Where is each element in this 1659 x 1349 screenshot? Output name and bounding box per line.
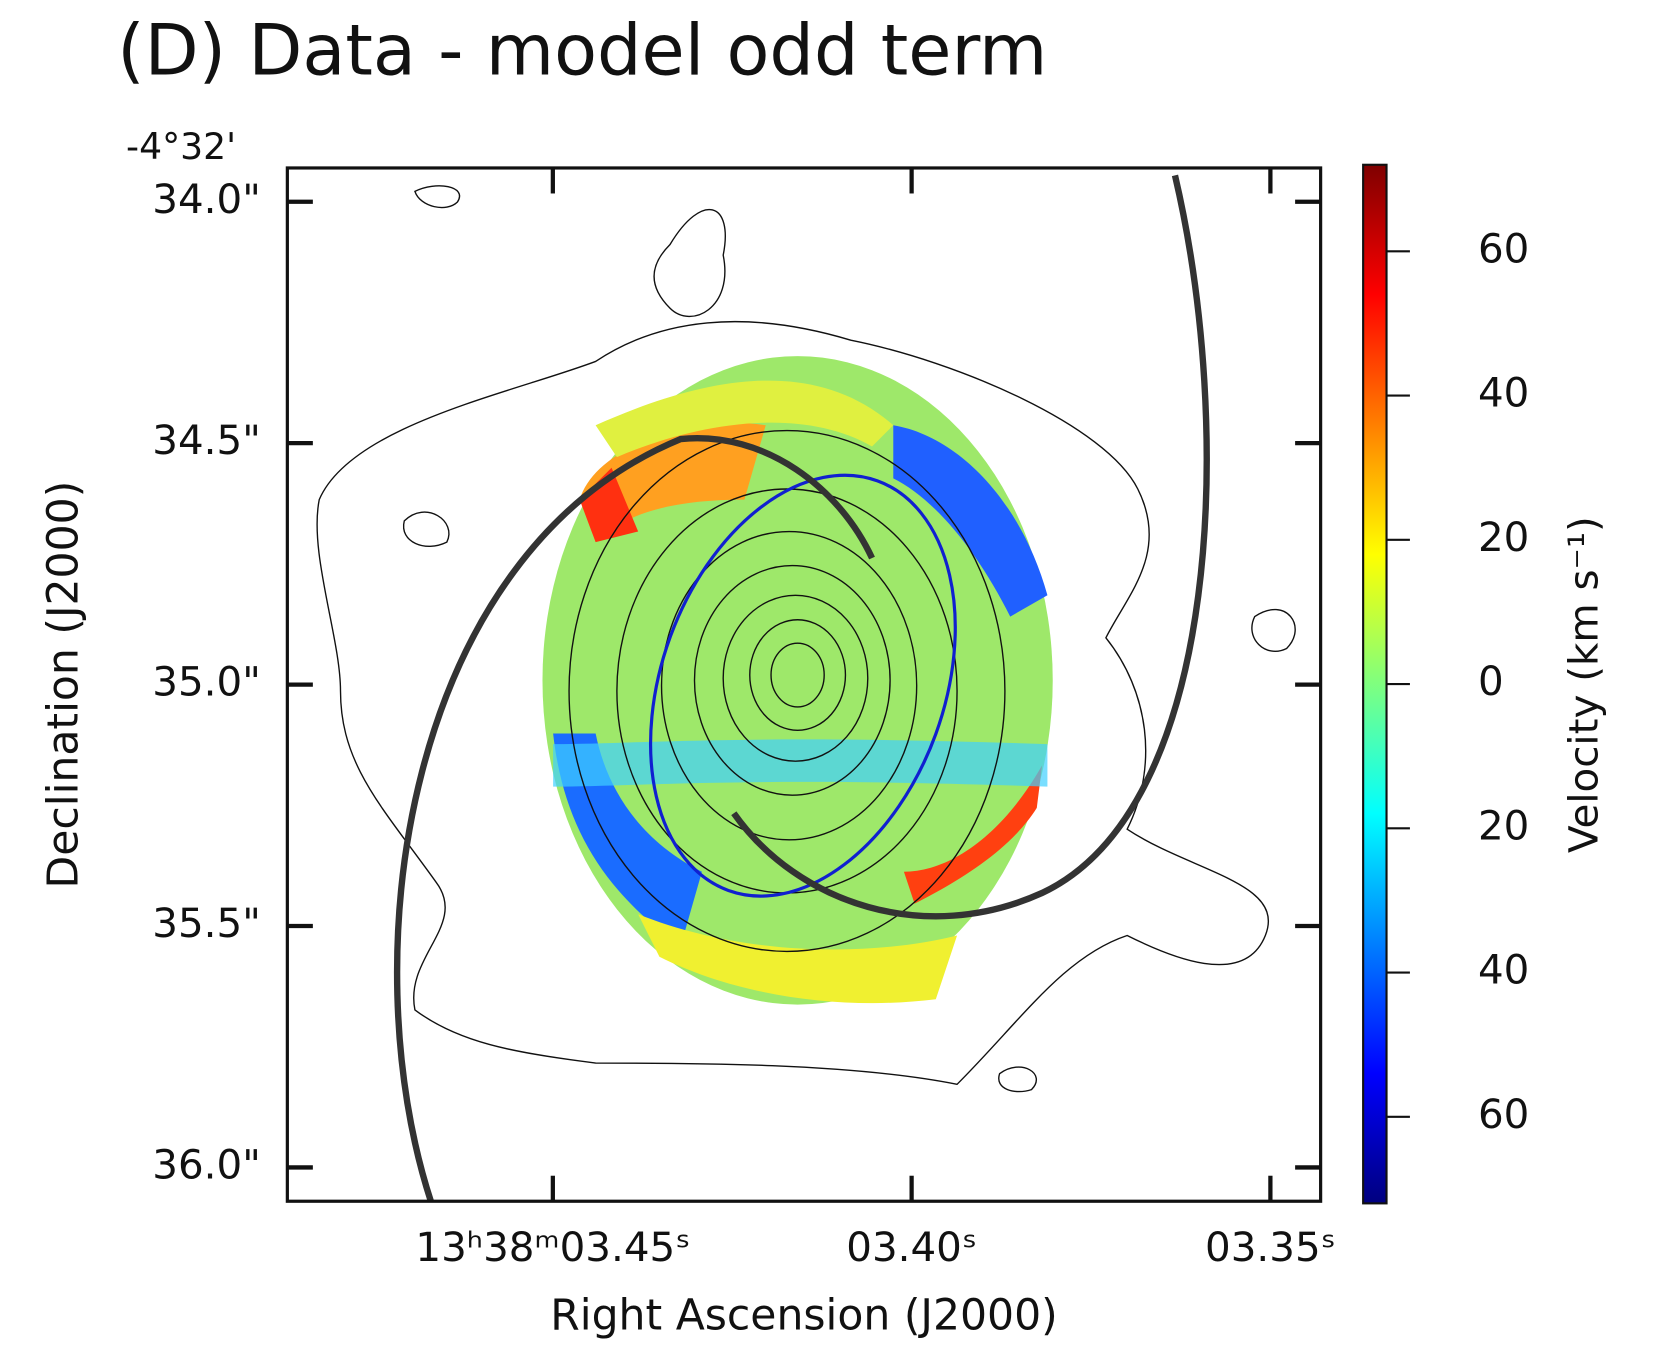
y-offset-label: -4°32' — [126, 125, 236, 168]
x-tick-label: 03.35ˢ — [1205, 1224, 1336, 1271]
x-axis-label: Right Ascension (J2000) — [550, 1292, 1058, 1341]
velocity-patch — [553, 733, 702, 947]
velocity-patch — [638, 914, 958, 1004]
colorbar — [1362, 163, 1388, 1205]
spiral-arm — [731, 174, 1210, 920]
chart-title: (D) Data - model odd term — [117, 9, 1047, 91]
y-tick-label: 35.0" — [152, 659, 260, 706]
y-tick-label: 36.0" — [152, 1141, 260, 1188]
colorbar-tick-label: 60 — [1478, 225, 1529, 272]
y-tick-label: 35.5" — [152, 900, 260, 947]
spiral-arm — [393, 435, 875, 1202]
colorbar-tick-label: 0 — [1478, 658, 1504, 705]
y-tick-label: 34.5" — [152, 417, 260, 464]
ring-ellipse — [648, 473, 957, 898]
colorbar-tick-label: 40 — [1478, 370, 1529, 417]
colorbar-tick-label: 20 — [1478, 514, 1529, 561]
colorbar-tick-label: 20 — [1478, 802, 1529, 849]
colorbar-label: Velocity (km s⁻¹) — [1560, 516, 1607, 853]
y-tick-label: 34.0" — [152, 176, 260, 223]
velocity-patch — [893, 425, 1048, 617]
y-axis-label: Declination (J2000) — [40, 481, 89, 889]
velocity-patch — [903, 765, 1043, 904]
velocity-patch — [553, 739, 1048, 787]
x-tick-label: 03.40ˢ — [846, 1224, 977, 1271]
colorbar-tick-label: 40 — [1478, 947, 1529, 994]
velocity-patch — [595, 380, 894, 458]
colorbar-tick-label: 60 — [1478, 1091, 1529, 1138]
x-tick-label: 13ʰ38ᵐ03.45ˢ — [415, 1224, 690, 1271]
map — [316, 174, 1296, 1202]
